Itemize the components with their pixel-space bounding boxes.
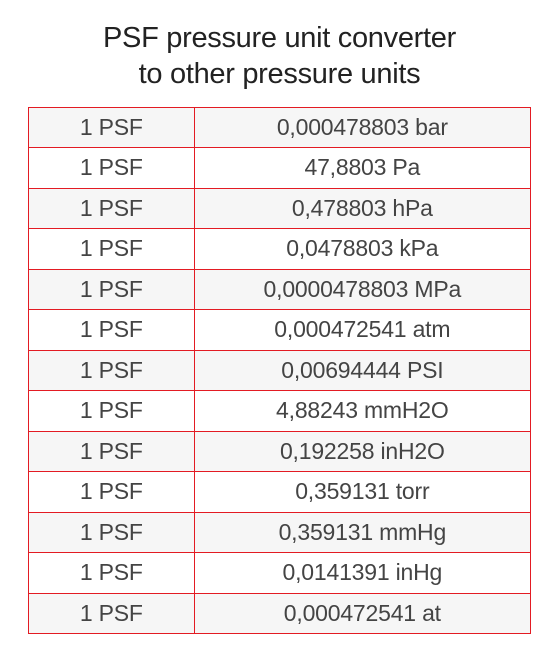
source-cell: 1 PSF (29, 593, 195, 634)
source-cell: 1 PSF (29, 391, 195, 432)
page-title: PSF pressure unit converter to other pre… (103, 20, 456, 93)
target-cell: 0,00694444 PSI (194, 350, 530, 391)
table-row: 1 PSF 0,000478803 bar (29, 107, 531, 148)
table-row: 1 PSF 0,359131 mmHg (29, 512, 531, 553)
target-cell: 0,192258 inH2O (194, 431, 530, 472)
source-cell: 1 PSF (29, 310, 195, 351)
conversion-table: 1 PSF 0,000478803 bar 1 PSF 47,8803 Pa 1… (28, 107, 531, 635)
source-cell: 1 PSF (29, 553, 195, 594)
target-cell: 0,0478803 kPa (194, 229, 530, 270)
table-row: 1 PSF 0,478803 hPa (29, 188, 531, 229)
source-cell: 1 PSF (29, 148, 195, 189)
source-cell: 1 PSF (29, 512, 195, 553)
target-cell: 4,88243 mmH2O (194, 391, 530, 432)
table-row: 1 PSF 0,0478803 kPa (29, 229, 531, 270)
source-cell: 1 PSF (29, 431, 195, 472)
target-cell: 0,000472541 at (194, 593, 530, 634)
table-row: 1 PSF 47,8803 Pa (29, 148, 531, 189)
target-cell: 0,0141391 inHg (194, 553, 530, 594)
table-row: 1 PSF 4,88243 mmH2O (29, 391, 531, 432)
source-cell: 1 PSF (29, 350, 195, 391)
source-cell: 1 PSF (29, 107, 195, 148)
table-row: 1 PSF 0,192258 inH2O (29, 431, 531, 472)
source-cell: 1 PSF (29, 188, 195, 229)
source-cell: 1 PSF (29, 229, 195, 270)
target-cell: 0,0000478803 MPa (194, 269, 530, 310)
target-cell: 47,8803 Pa (194, 148, 530, 189)
title-line-1: PSF pressure unit converter (103, 22, 456, 54)
table-row: 1 PSF 0,359131 torr (29, 472, 531, 513)
target-cell: 0,478803 hPa (194, 188, 530, 229)
table-row: 1 PSF 0,000472541 at (29, 593, 531, 634)
conversion-table-body: 1 PSF 0,000478803 bar 1 PSF 47,8803 Pa 1… (29, 107, 531, 634)
source-cell: 1 PSF (29, 269, 195, 310)
source-cell: 1 PSF (29, 472, 195, 513)
target-cell: 0,359131 torr (194, 472, 530, 513)
table-row: 1 PSF 0,0000478803 MPa (29, 269, 531, 310)
target-cell: 0,000478803 bar (194, 107, 530, 148)
target-cell: 0,000472541 atm (194, 310, 530, 351)
table-row: 1 PSF 0,0141391 inHg (29, 553, 531, 594)
title-line-2: to other pressure units (139, 58, 421, 90)
table-row: 1 PSF 0,000472541 atm (29, 310, 531, 351)
target-cell: 0,359131 mmHg (194, 512, 530, 553)
table-row: 1 PSF 0,00694444 PSI (29, 350, 531, 391)
